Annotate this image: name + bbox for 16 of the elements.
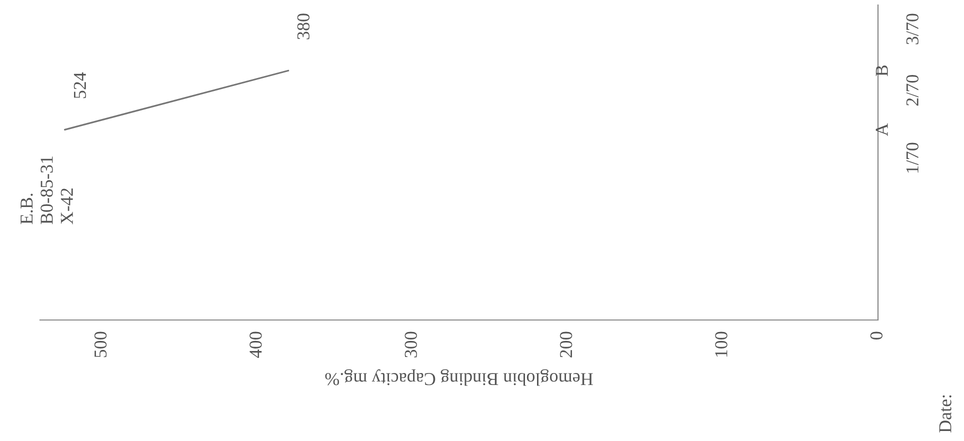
x-tick-label: 200 [560, 332, 572, 358]
x-axis-title: Hemoglobin Binding Capacity mg.% [325, 369, 593, 386]
x-tick-label: 300 [404, 332, 417, 358]
x-tick-label: 100 [715, 332, 728, 357]
data-label: 380 [297, 14, 310, 40]
x-tick-label: 500 [94, 332, 107, 358]
annotation: A [876, 123, 888, 136]
y-tick-label: 3/70 [906, 14, 918, 44]
y-tick-label: 2/70 [906, 74, 918, 106]
x-tick-label: 400 [250, 332, 262, 358]
x-tick-label: 0 [870, 332, 883, 340]
annotation: E.B. B0-85-31 X-42 [20, 156, 73, 224]
annotation: B [876, 65, 888, 76]
data-label: 524 [74, 72, 86, 98]
y-tick-label: 1/70 [906, 142, 918, 173]
text: Date: [939, 395, 952, 432]
